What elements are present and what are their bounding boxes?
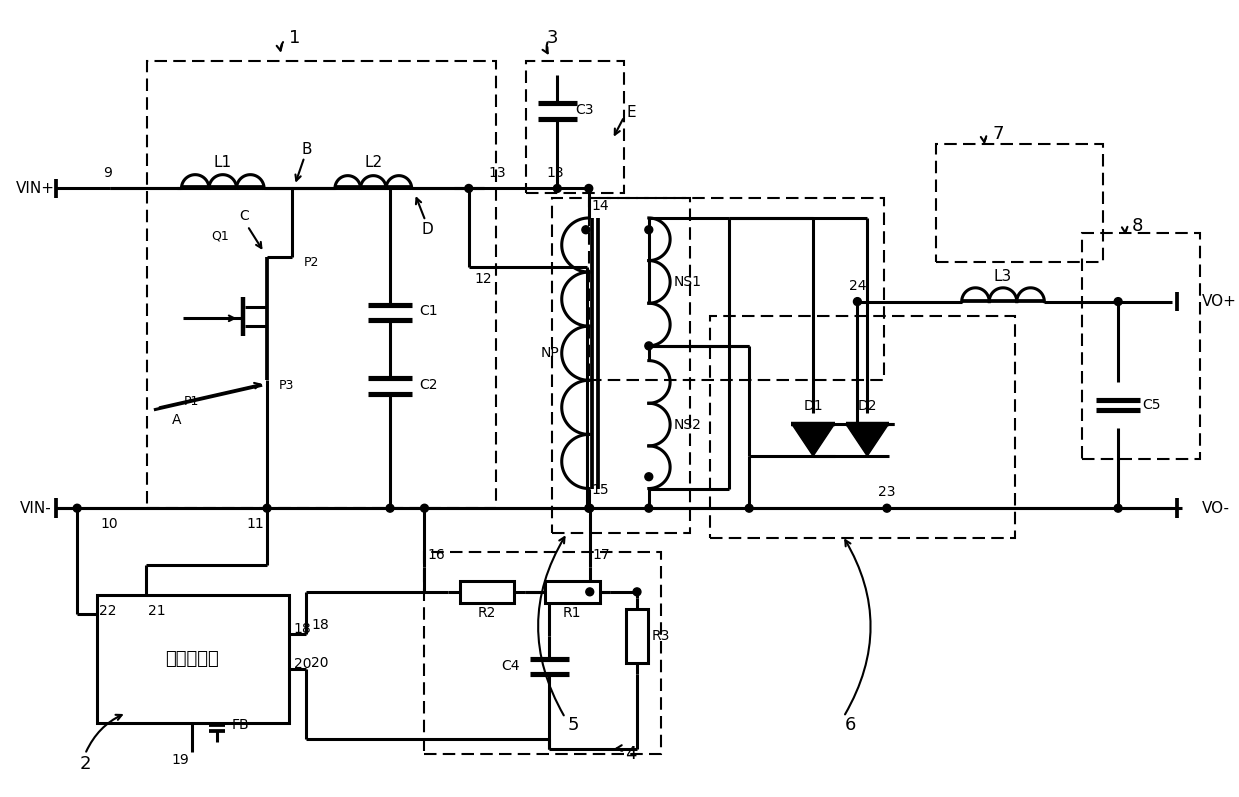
Text: C3: C3 (575, 103, 593, 116)
Text: VO-: VO- (1202, 501, 1230, 516)
Text: C4: C4 (502, 658, 520, 673)
Text: D: D (421, 222, 434, 238)
Bar (589, 198, 883, 380)
Text: VO+: VO+ (1202, 294, 1237, 309)
Text: 23: 23 (878, 485, 896, 500)
Circle shape (387, 505, 394, 512)
Text: 13: 13 (546, 166, 564, 179)
Bar (97, 595, 289, 723)
Text: 18: 18 (294, 622, 311, 636)
Circle shape (586, 588, 593, 596)
Circle shape (586, 505, 593, 512)
Text: FB: FB (232, 717, 249, 732)
Text: C2: C2 (420, 379, 439, 392)
Text: 15: 15 (592, 484, 610, 497)
Circle shape (554, 184, 561, 192)
Text: 11: 11 (247, 517, 264, 531)
Circle shape (883, 505, 891, 512)
Circle shape (644, 342, 653, 350)
Text: NS2: NS2 (674, 418, 701, 431)
Text: 2: 2 (79, 755, 90, 773)
Text: 17: 17 (592, 548, 611, 563)
Text: Q1: Q1 (211, 230, 229, 242)
Text: 12: 12 (475, 272, 492, 286)
Bar (460, 581, 514, 603)
Text: C1: C1 (420, 304, 439, 319)
Text: 20: 20 (294, 657, 311, 670)
Text: L2: L2 (364, 155, 383, 171)
Circle shape (1114, 297, 1123, 305)
Text: 4: 4 (626, 745, 637, 764)
Text: E: E (626, 105, 636, 120)
Circle shape (582, 226, 590, 234)
Text: 1: 1 (289, 29, 300, 47)
Text: B: B (301, 142, 312, 156)
Text: 3: 3 (546, 29, 558, 47)
Text: D2: D2 (857, 398, 877, 413)
Circle shape (585, 184, 592, 192)
Text: L3: L3 (994, 269, 1012, 285)
Circle shape (420, 505, 429, 512)
Text: 14: 14 (592, 199, 610, 213)
Circle shape (745, 505, 753, 512)
Bar (525, 61, 624, 194)
Text: 13: 13 (488, 166, 506, 179)
Bar (710, 316, 1015, 538)
Circle shape (854, 297, 861, 305)
Polygon shape (792, 423, 835, 456)
Circle shape (633, 588, 641, 596)
Bar (553, 198, 690, 533)
Text: C5: C5 (1142, 398, 1161, 412)
Circle shape (263, 505, 271, 512)
Text: D1: D1 (803, 398, 823, 413)
Text: 谐振控制器: 谐振控制器 (165, 650, 219, 668)
Text: VIN-: VIN- (20, 501, 52, 516)
Text: 6: 6 (845, 716, 856, 734)
Text: 18: 18 (311, 618, 330, 632)
Text: 19: 19 (171, 753, 190, 767)
Text: 24: 24 (849, 279, 866, 292)
Circle shape (73, 505, 81, 512)
Bar (545, 581, 600, 603)
Bar (147, 61, 497, 508)
Text: 8: 8 (1132, 217, 1144, 235)
Circle shape (585, 505, 592, 512)
Polygon shape (845, 423, 888, 456)
Text: 20: 20 (311, 656, 328, 669)
Circle shape (1114, 505, 1123, 512)
Text: 9: 9 (103, 166, 112, 179)
Text: VIN+: VIN+ (16, 181, 56, 196)
Bar (626, 609, 648, 662)
Text: R2: R2 (477, 607, 496, 621)
Bar (937, 144, 1104, 262)
Circle shape (644, 505, 653, 512)
Text: NP: NP (540, 346, 559, 359)
Text: 22: 22 (99, 603, 116, 618)
Text: 7: 7 (992, 125, 1004, 143)
Text: 16: 16 (427, 548, 445, 563)
Text: 21: 21 (147, 603, 166, 618)
Text: C: C (239, 209, 249, 223)
Text: 5: 5 (567, 716, 579, 734)
Circle shape (465, 184, 473, 192)
Text: P1: P1 (183, 395, 198, 408)
Bar (425, 552, 660, 754)
Bar (1082, 233, 1199, 459)
Text: NS1: NS1 (674, 275, 701, 289)
Text: R3: R3 (652, 629, 670, 643)
Circle shape (644, 473, 653, 481)
Text: A: A (172, 413, 181, 426)
Text: 10: 10 (100, 517, 119, 531)
Text: P2: P2 (304, 256, 318, 269)
Text: P3: P3 (279, 379, 294, 391)
Circle shape (644, 226, 653, 234)
Text: L1: L1 (213, 155, 232, 171)
Text: R1: R1 (563, 607, 581, 621)
